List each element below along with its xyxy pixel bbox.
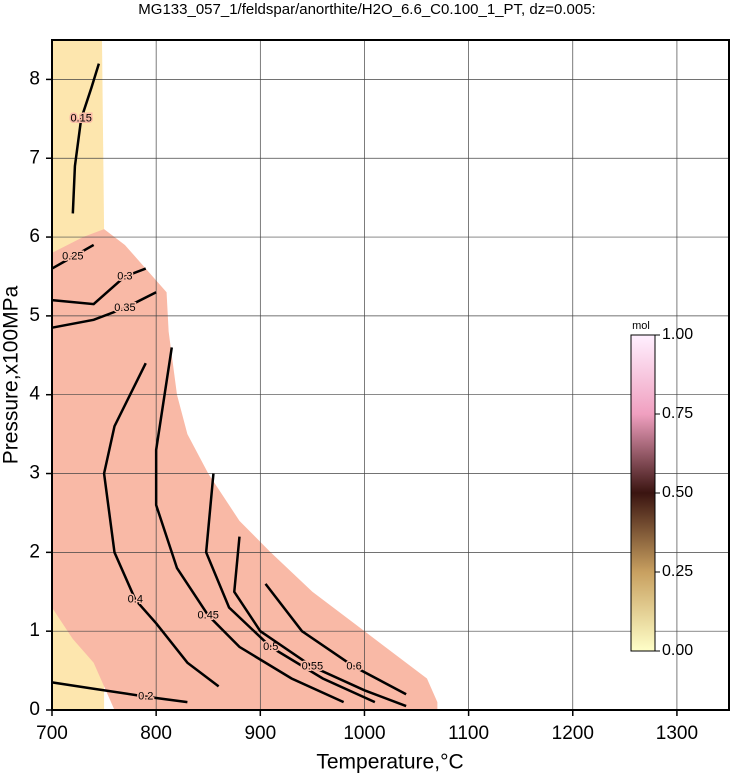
contour-label: 0.25 — [62, 251, 83, 263]
colorbar-tick-label: 1.00 — [662, 326, 693, 343]
chart-title: MG133_057_1/feldspar/anorthite/H2O_6.6_C… — [138, 1, 595, 18]
y-tick-label: 8 — [29, 68, 40, 89]
contour-label: 0.4 — [128, 594, 143, 606]
y-tick-label: 0 — [29, 699, 40, 720]
x-tick-label: 1100 — [448, 723, 489, 744]
y-tick-label: 3 — [29, 463, 40, 484]
contour-label: 0.55 — [302, 661, 323, 673]
contour-label: 0.35 — [114, 302, 135, 314]
contour-line — [204, 473, 376, 704]
x-tick-label: 1000 — [343, 723, 385, 744]
contour-label: 0.15 — [70, 113, 91, 125]
contours: 0.15 0.25 0.3 0.35 0.2 0.4 0.45 0.5 0.55 0.6 — [51, 63, 407, 708]
x-tick-label: 1300 — [656, 723, 698, 744]
colorbar-label: mol — [632, 320, 650, 332]
contour-label: 0.45 — [198, 609, 219, 621]
y-tick-label: 7 — [29, 147, 40, 168]
contour-line — [232, 536, 407, 708]
x-axis-label: Temperature,°C — [316, 751, 463, 774]
x-tick-label: 800 — [140, 723, 172, 744]
colorbar-tick-label: 0.00 — [662, 642, 693, 659]
x-tick-label: 1200 — [552, 723, 594, 744]
y-tick-label: 5 — [29, 305, 40, 326]
x-tick-label: 700 — [36, 723, 68, 744]
contour-label: 0.5 — [263, 641, 278, 653]
contour-line — [51, 681, 188, 704]
contour-label: 0.6 — [346, 661, 361, 673]
y-tick-label: 1 — [29, 620, 40, 641]
contour-line — [264, 583, 407, 696]
y-tick-label: 2 — [29, 541, 40, 562]
colorbar-tick-label: 0.50 — [662, 484, 693, 501]
contour-line — [51, 291, 157, 329]
regions — [52, 40, 438, 711]
region — [52, 229, 438, 711]
colorbar — [630, 334, 656, 652]
contour-line — [51, 267, 147, 306]
contour-label: 0.2 — [138, 691, 153, 703]
plot-frame — [51, 39, 730, 711]
contour-label: 0.3 — [117, 270, 132, 282]
contour-line — [51, 243, 95, 270]
x-tick-label: 900 — [244, 723, 276, 744]
y-tick-label: 6 — [29, 226, 40, 247]
colorbar-tick-label: 0.25 — [662, 563, 693, 580]
contour-line — [102, 362, 220, 688]
contour-line — [71, 63, 101, 214]
contour-line — [154, 347, 345, 704]
y-axis-label: Pressure,x100MPa — [0, 285, 23, 464]
y-tick-label: 4 — [29, 384, 40, 405]
colorbar-tick-label: 0.75 — [662, 405, 693, 422]
